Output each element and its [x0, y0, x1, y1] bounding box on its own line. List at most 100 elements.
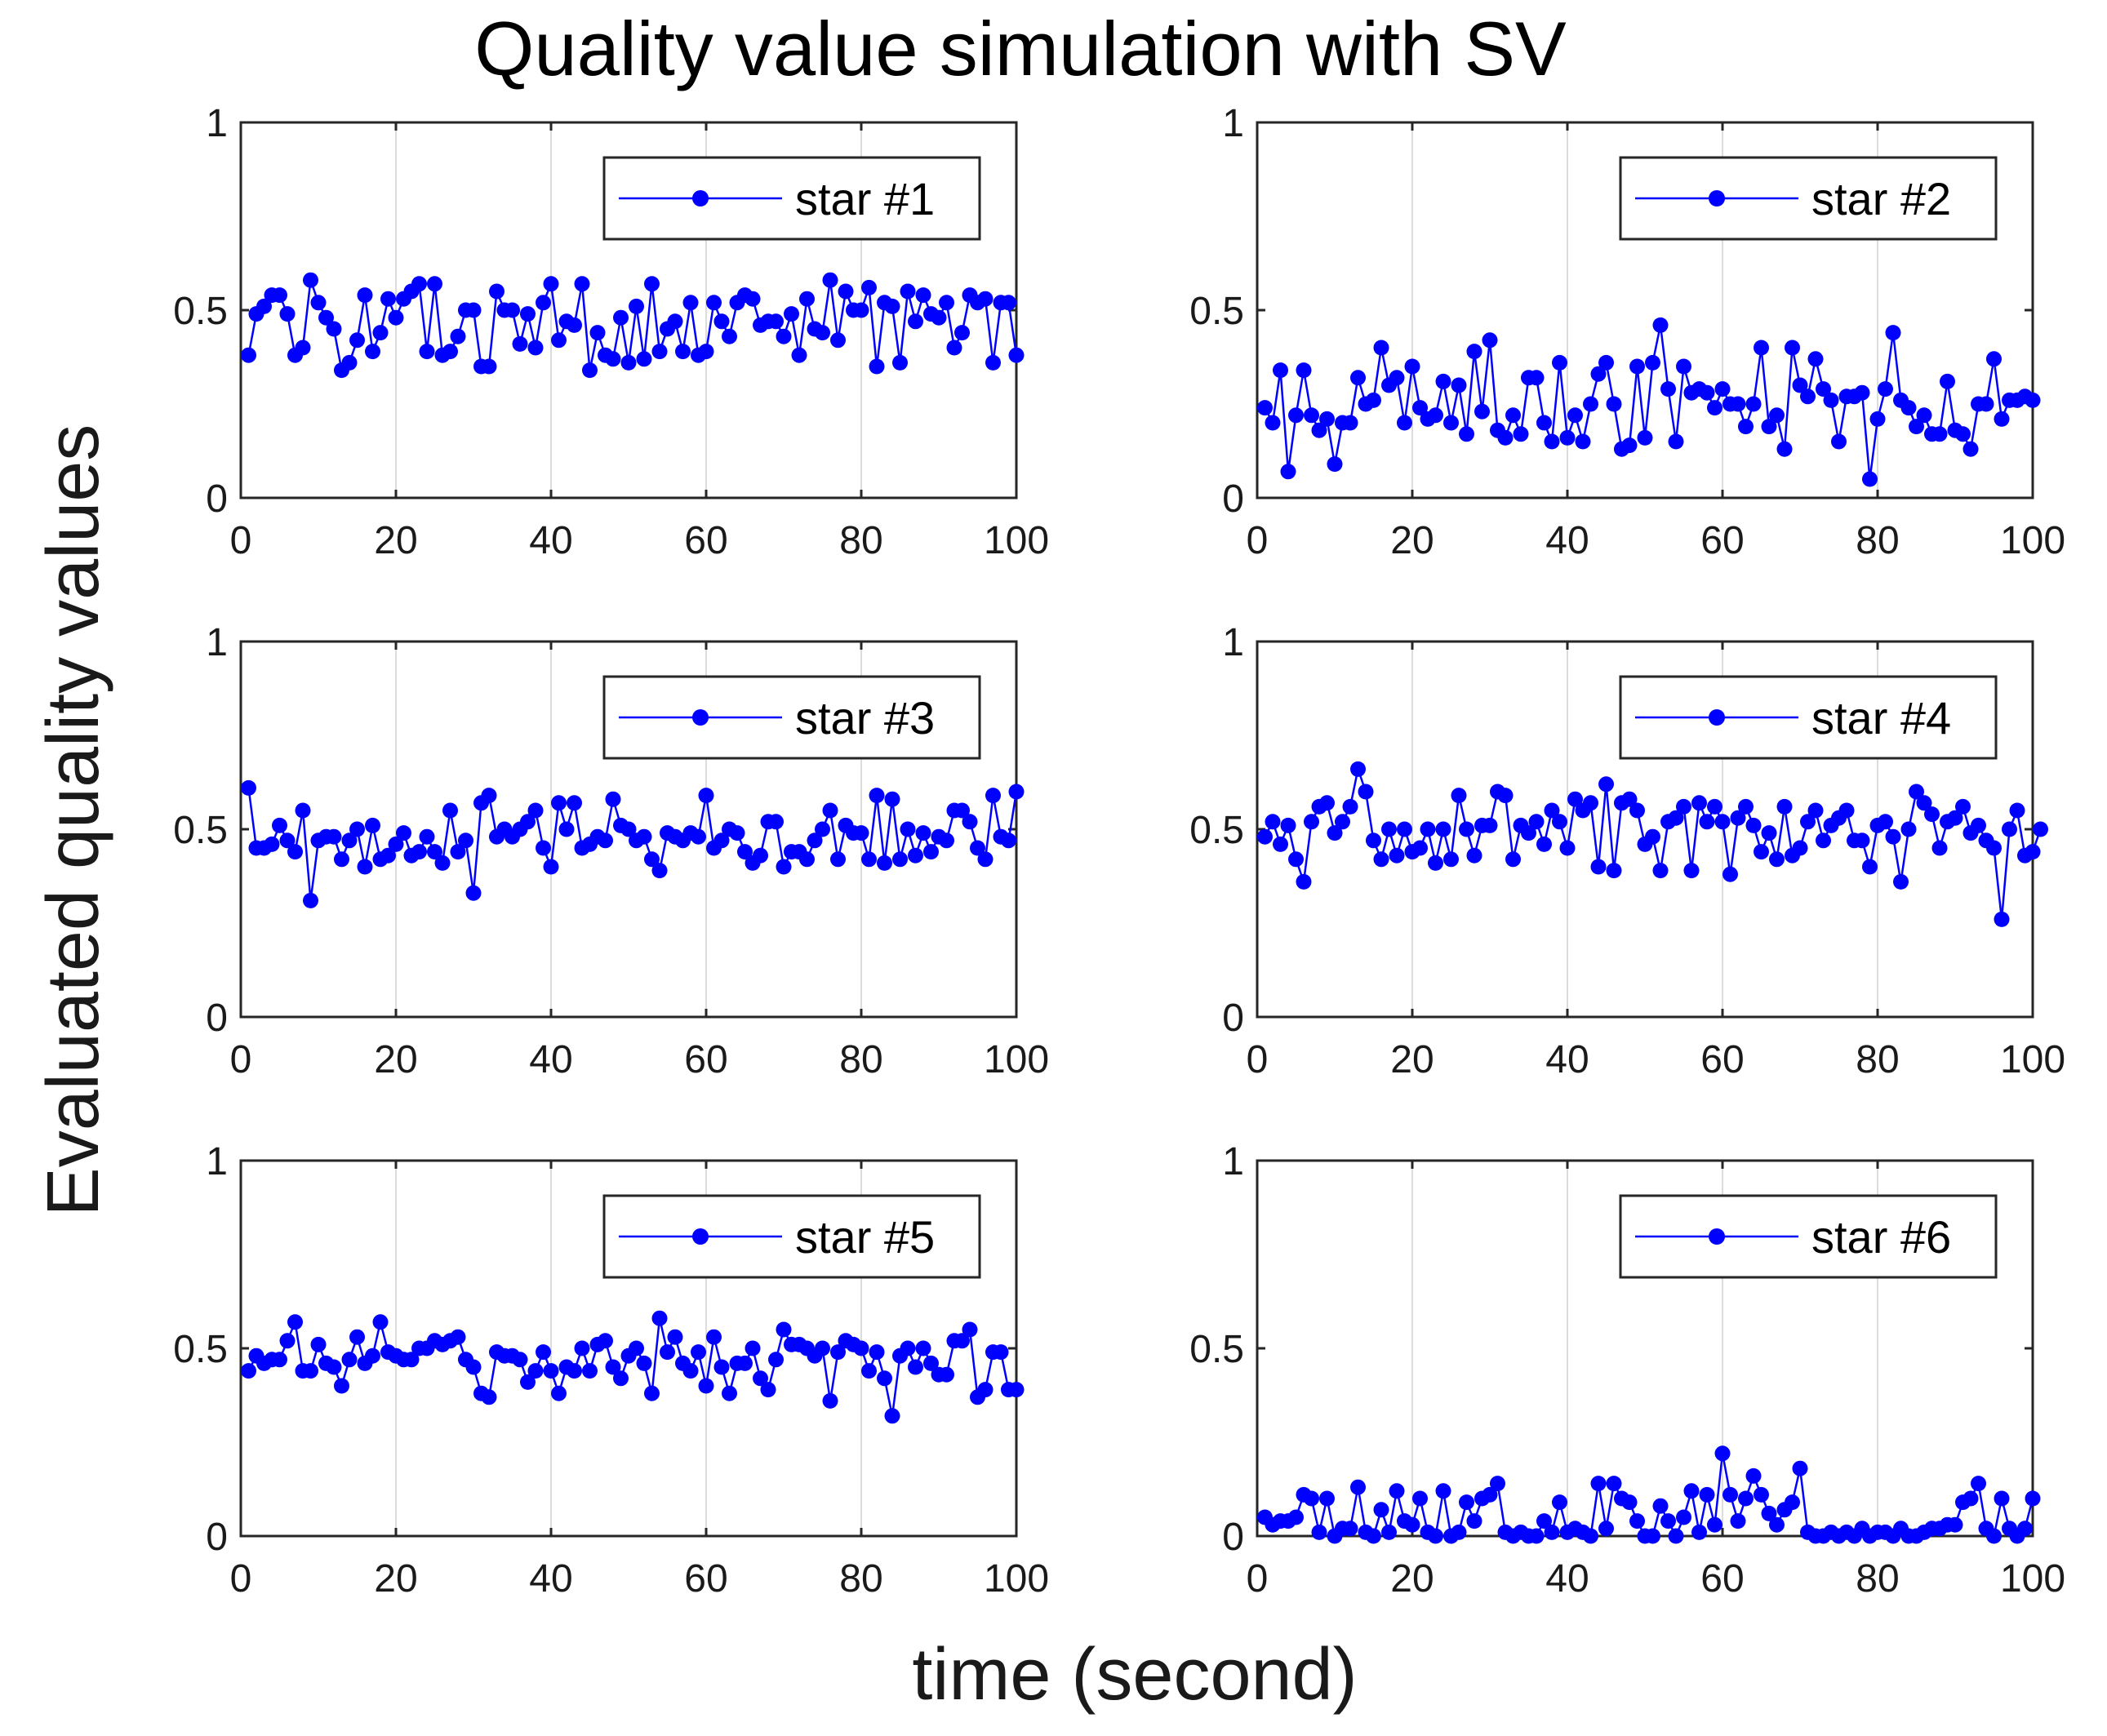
data-point — [1676, 1509, 1691, 1525]
legend: star #3 — [602, 675, 981, 760]
data-point — [1513, 426, 1529, 442]
data-point — [1304, 1490, 1319, 1507]
data-point — [2025, 844, 2041, 860]
data-point — [388, 836, 404, 852]
data-point — [1754, 844, 1769, 860]
data-point — [1940, 373, 1955, 389]
data-point — [1482, 332, 1498, 349]
data-point — [1986, 840, 2002, 856]
data-point — [939, 832, 954, 849]
data-point — [551, 1385, 567, 1401]
data-point — [1916, 795, 1932, 811]
data-point — [349, 821, 365, 837]
data-point — [1389, 370, 1405, 386]
data-point — [1257, 828, 1273, 845]
data-point — [1707, 1516, 1722, 1533]
x-tick-label: 60 — [1700, 1038, 1744, 1081]
data-point — [1381, 1524, 1397, 1540]
data-point — [1800, 814, 1816, 830]
x-tick-label: 20 — [374, 1038, 417, 1081]
data-point — [799, 851, 815, 868]
y-tick-label: 0.5 — [173, 809, 228, 852]
data-point — [442, 802, 458, 819]
data-point — [1885, 828, 1901, 845]
data-point — [1288, 407, 1304, 424]
data-point — [1606, 863, 1622, 879]
data-point — [1955, 798, 1971, 815]
data-point — [1652, 863, 1669, 879]
data-point — [993, 1344, 1009, 1361]
legend: star #2 — [1619, 156, 1998, 241]
subplot-5: 0 20 40 60 80 100 0 0.5 1 star #5 — [173, 1140, 1049, 1601]
data-point — [1280, 817, 1296, 833]
data-point — [776, 859, 792, 875]
data-point — [427, 844, 442, 860]
data-point — [1691, 1524, 1707, 1540]
data-point — [1785, 1494, 1800, 1511]
data-point — [272, 1352, 287, 1368]
data-point — [768, 814, 784, 830]
data-point — [1862, 859, 1878, 875]
data-point — [1008, 347, 1025, 363]
x-tick-label: 80 — [839, 1038, 882, 1081]
x-tick-label: 100 — [2000, 1038, 2065, 1081]
x-tick-label: 40 — [529, 1557, 572, 1601]
data-point — [1459, 1494, 1474, 1511]
data-point — [1381, 821, 1397, 837]
data-point — [1621, 1494, 1638, 1511]
legend-marker-swatch — [1709, 1228, 1725, 1245]
data-point — [985, 788, 1001, 804]
data-point — [1816, 832, 1831, 849]
data-point — [1567, 791, 1583, 807]
data-point — [644, 276, 660, 292]
data-point — [1544, 802, 1560, 819]
data-point — [1521, 825, 1536, 841]
data-point — [713, 313, 730, 330]
data-point — [931, 309, 947, 326]
y-tick-label: 0.5 — [173, 290, 228, 333]
data-point — [900, 1340, 916, 1356]
y-tick-label: 1 — [1222, 1140, 1244, 1183]
x-tick-label: 20 — [1390, 519, 1434, 562]
data-point — [1994, 411, 2010, 427]
data-point — [1435, 821, 1451, 837]
data-point — [1497, 788, 1514, 804]
x-tick-label: 0 — [1247, 519, 1269, 562]
data-point — [1629, 1513, 1645, 1530]
data-point — [372, 1314, 389, 1330]
y-tick-label: 0.5 — [1189, 809, 1244, 852]
figure-xlabel: time (second) — [912, 1634, 1357, 1716]
subplot-1: 0 20 40 60 80 100 0 0.5 1 star #1 — [173, 102, 1049, 562]
x-tick-label: 100 — [984, 519, 1049, 562]
data-point — [481, 358, 497, 375]
data-point — [1916, 407, 1932, 424]
y-tick-label: 1 — [206, 102, 228, 145]
data-point — [1590, 859, 1607, 875]
data-point — [667, 1329, 683, 1345]
data-point — [682, 295, 699, 311]
x-tick-label: 100 — [984, 1557, 1049, 1601]
data-point — [1389, 1483, 1405, 1499]
data-point — [713, 1359, 730, 1375]
data-point — [2025, 1490, 2041, 1507]
data-point — [962, 1321, 978, 1338]
data-point — [1683, 863, 1700, 879]
data-point — [853, 825, 869, 841]
legend: star #4 — [1619, 675, 1998, 760]
data-point — [954, 325, 970, 341]
data-point — [776, 1321, 792, 1338]
data-point — [1668, 1528, 1684, 1544]
data-point — [977, 1382, 993, 1398]
data-point — [1366, 1528, 1381, 1544]
x-tick-label: 0 — [1247, 1038, 1269, 1081]
data-point — [310, 1336, 327, 1352]
data-point — [644, 851, 660, 868]
data-point — [1412, 400, 1428, 416]
data-point — [536, 1344, 551, 1361]
data-point — [1699, 1486, 1715, 1503]
data-point — [1304, 407, 1319, 424]
data-point — [1466, 344, 1482, 360]
data-point — [1893, 873, 1909, 890]
data-point — [598, 832, 613, 849]
data-point — [520, 1374, 536, 1390]
